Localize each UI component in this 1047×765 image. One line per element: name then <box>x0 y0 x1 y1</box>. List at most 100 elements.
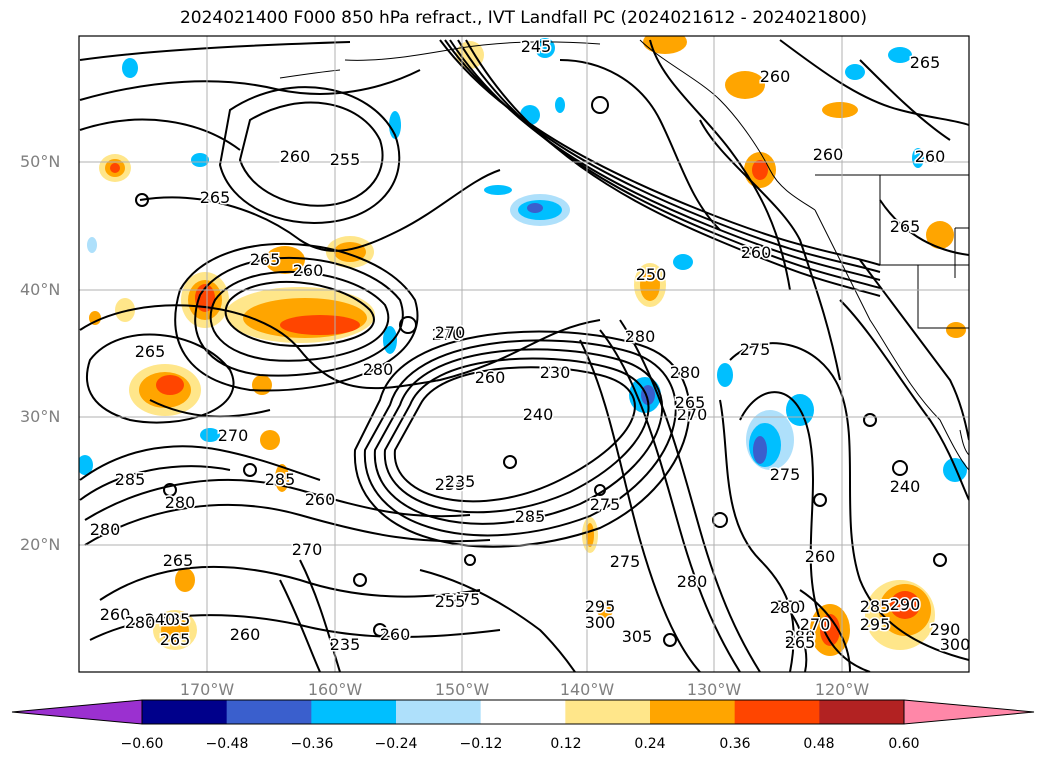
contour-label: 270 <box>432 325 463 344</box>
contour-label: 290 <box>930 620 961 639</box>
contour-label: 245 <box>521 37 552 56</box>
contour-label: 265 <box>890 217 921 236</box>
lat-label-30n: 30°N <box>20 407 61 426</box>
contour-label: 275 <box>450 590 481 609</box>
contour-label: 280 <box>125 613 156 632</box>
lon-label-160w: 160°W <box>307 680 363 699</box>
contour-label: 240 <box>145 610 176 629</box>
contour-label: 260 <box>305 490 336 509</box>
graticule <box>79 36 969 672</box>
contour-label: 305 <box>622 627 653 646</box>
contour-label: 265 <box>163 551 194 570</box>
lon-label-140w: 140°W <box>559 680 615 699</box>
contour-label: 285 <box>265 470 296 489</box>
contour-label: 295 <box>860 615 891 634</box>
contour-label: 265 <box>250 250 281 269</box>
lon-label-170w: 170°W <box>179 680 235 699</box>
contour-label: 270 <box>292 540 323 559</box>
contour-label: 275 <box>590 495 621 514</box>
lat-label-50n: 50°N <box>20 152 61 171</box>
contour-label: 295 <box>585 597 616 616</box>
contour-label: 240 <box>523 405 554 424</box>
lat-label-40n: 40°N <box>20 280 61 299</box>
colorbar-tick: 0.24 <box>634 736 666 752</box>
contour-label: 280 <box>785 627 816 646</box>
contour-label: 260 <box>230 625 261 644</box>
colorbar-extend-high <box>903 699 1035 725</box>
contour-label: 285 <box>515 507 546 526</box>
colorbar-bin <box>396 700 482 724</box>
map-frame <box>78 35 970 673</box>
colorbar-tick: −0.48 <box>205 736 249 752</box>
lon-label-150w: 150°W <box>434 680 490 699</box>
contour-label: 260 <box>100 605 131 624</box>
contour-label: 270 <box>677 405 708 424</box>
colorbar-bin <box>142 700 228 724</box>
contour-label: 280 <box>677 572 708 591</box>
contour-label: 270 <box>435 323 466 342</box>
colorbar-bin <box>565 700 651 724</box>
contour-label: 265 <box>785 633 816 652</box>
contour-label: 280 <box>90 520 121 539</box>
contour-lines <box>79 39 969 672</box>
contour-label: 235 <box>435 475 466 494</box>
lon-label-120w: 120°W <box>814 680 870 699</box>
colorbar-bin <box>480 700 566 724</box>
contour-label: 235 <box>445 472 476 491</box>
contour-label: 255 <box>435 592 466 611</box>
colorbar-tick: −0.60 <box>120 736 164 752</box>
colorbar-bin <box>819 700 905 724</box>
contour-label: 240 <box>890 477 921 496</box>
colorbar-tick: −0.24 <box>374 736 418 752</box>
contour-label: 300 <box>585 613 616 632</box>
map-title: 2024021400 F000 850 hPa refract., IVT La… <box>179 8 867 28</box>
contour-label: 255 <box>330 150 361 169</box>
contour-label: 260 <box>915 147 946 166</box>
contour-label: 260 <box>293 261 324 280</box>
colorbar-frame <box>141 699 905 725</box>
contour-label: 265 <box>200 188 231 207</box>
lat-label-20n: 20°N <box>20 535 61 554</box>
contour-label: 260 <box>741 243 772 262</box>
contour-label: 265 <box>910 53 941 72</box>
contour-label: 265 <box>135 342 166 361</box>
contour-label: 275 <box>770 465 801 484</box>
contour-label: 260 <box>805 547 836 566</box>
contour-label: 300 <box>940 635 971 654</box>
contour-label: 265 <box>675 393 706 412</box>
colorbar-tick: −0.12 <box>459 736 503 752</box>
contour-label: 280 <box>770 598 801 617</box>
colorbar-extend-low <box>11 699 143 725</box>
contour-label: 285 <box>160 610 191 629</box>
colorbar-bin <box>650 700 736 724</box>
colorbar-bin <box>734 700 820 724</box>
contour-label: 270 <box>800 615 831 634</box>
colorbar-tick: 0.48 <box>803 736 835 752</box>
colorbar-tick: 0.12 <box>550 736 582 752</box>
contour-label: 260 <box>760 67 791 86</box>
colorbar-tick: 0.36 <box>719 736 751 752</box>
contour-label: 265 <box>160 630 191 649</box>
contour-label: 280 <box>670 363 701 382</box>
contour-label: 230 <box>540 363 571 382</box>
lon-label-130w: 130°W <box>686 680 742 699</box>
contour-label: 280 <box>775 597 806 616</box>
contour-label: 275 <box>740 340 771 359</box>
contour-label: 280 <box>625 327 656 346</box>
contour-label: 260 <box>380 625 411 644</box>
colorbar <box>11 699 1035 725</box>
contour-label: 285 <box>860 597 891 616</box>
contour-label: 260 <box>475 368 506 387</box>
contour-label: 260 <box>813 145 844 164</box>
contour-label: 270 <box>218 426 249 445</box>
contour-label: 260 <box>280 147 311 166</box>
colorbar-bin <box>311 700 397 724</box>
contour-label: 280 <box>165 493 196 512</box>
contour-label: 275 <box>610 552 641 571</box>
contour-label: 285 <box>115 470 146 489</box>
colorbar-tick: 0.60 <box>888 736 920 752</box>
colorbar-bin <box>226 700 312 724</box>
contour-label: 235 <box>330 635 361 654</box>
